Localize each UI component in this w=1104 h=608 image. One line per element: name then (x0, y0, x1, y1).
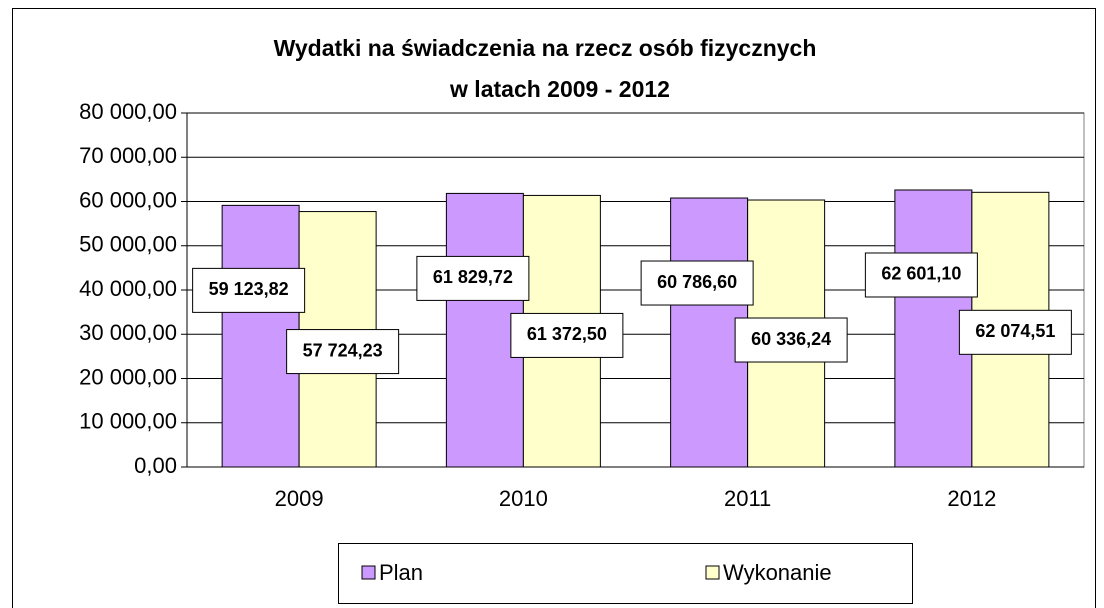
y-tick-label: 50 000,00 (79, 232, 177, 257)
y-tick-label: 70 000,00 (79, 143, 177, 168)
legend-marker (705, 565, 720, 580)
legend-label: Wykonanie (723, 560, 832, 585)
y-tick-label: 60 000,00 (79, 187, 177, 212)
value-label: 62 601,10 (881, 264, 961, 284)
value-label-box (864, 252, 978, 298)
value-label-box (510, 312, 624, 358)
value-label-box (416, 255, 530, 301)
value-label: 60 786,60 (657, 272, 737, 292)
y-tick-label: 0,00 (134, 453, 177, 478)
value-label: 61 372,50 (527, 324, 607, 344)
value-label: 57 724,23 (303, 340, 383, 360)
legend-label: Plan (379, 560, 423, 585)
x-tick-label: 2011 (724, 486, 771, 511)
y-tick-label: 80 000,00 (79, 99, 177, 124)
x-tick-label: 2010 (499, 486, 548, 511)
x-tick-label: 2012 (947, 486, 996, 511)
value-label: 59 123,82 (209, 279, 289, 299)
legend-marker (361, 565, 376, 580)
value-label-box (192, 267, 306, 313)
y-tick-label: 40 000,00 (79, 276, 177, 301)
value-label: 60 336,24 (751, 329, 831, 349)
chart-title: w latach 2009 - 2012 (449, 76, 670, 102)
x-tick-label: 2009 (275, 486, 324, 511)
legend (338, 543, 913, 604)
value-label-box (286, 329, 400, 375)
value-label-box (958, 309, 1072, 355)
value-label: 61 829,72 (433, 267, 513, 287)
value-label-box (640, 260, 754, 306)
y-tick-label: 10 000,00 (79, 409, 177, 434)
value-label: 62 074,51 (975, 321, 1055, 341)
y-tick-label: 20 000,00 (79, 364, 177, 389)
chart-title: Wydatki na świadczenia na rzecz osób fiz… (274, 35, 817, 61)
value-label-box (734, 317, 848, 363)
y-tick-label: 30 000,00 (79, 320, 177, 345)
